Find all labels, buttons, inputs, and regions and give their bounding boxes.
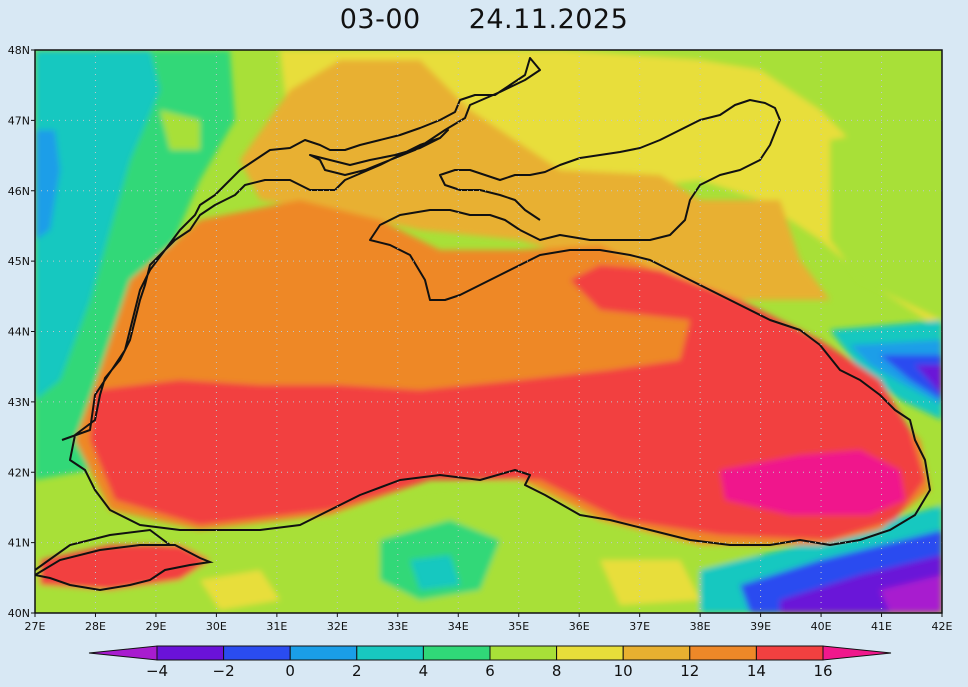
- colorbar-label: 12: [680, 662, 699, 680]
- lon-tick-label: 35E: [508, 620, 529, 633]
- lat-tick-label: 41N: [8, 537, 30, 550]
- lon-tick-label: 38E: [690, 620, 711, 633]
- colorbar-segment: [689, 645, 757, 661]
- lon-tick-label: 31E: [266, 620, 287, 633]
- colorbar-label: 8: [552, 662, 562, 680]
- lon-tick-label: 36E: [569, 620, 590, 633]
- zone-west-cyan: [35, 50, 160, 400]
- colorbar-label: 14: [747, 662, 766, 680]
- colorbar-segment: [156, 645, 225, 661]
- lat-tick-label: 43N: [8, 396, 30, 409]
- heatmap-field: [35, 50, 942, 613]
- lat-tick-label: 44N: [8, 326, 30, 339]
- colorbar: −4 −2 0 2 4 6 8 10 12 14 16: [88, 645, 892, 680]
- zone-southeast-hot: [720, 450, 905, 515]
- lon-tick-label: 27E: [25, 620, 46, 633]
- lon-tick-label: 30E: [206, 620, 227, 633]
- forecast-date: 24.11.2025: [468, 4, 629, 35]
- lat-tick-label: 45N: [8, 255, 30, 268]
- coastline: [61, 57, 931, 546]
- lon-tick-label: 28E: [85, 620, 106, 633]
- lon-tick-label: 41E: [871, 620, 892, 633]
- colorbar-left-arrow: [88, 645, 158, 661]
- colorbar-segment: [356, 645, 424, 661]
- colorbar-right-arrow: [822, 645, 892, 661]
- colorbar-segment: [755, 645, 824, 661]
- marmara-coast: [35, 544, 214, 592]
- colorbar-label: 0: [285, 662, 295, 680]
- colorbar-segment: [289, 645, 358, 661]
- lat-tick-label: 40N: [8, 607, 30, 620]
- lat-tick-label: 48N: [8, 44, 30, 57]
- colorbar-segment: [422, 645, 491, 661]
- colorbar-label: 6: [485, 662, 495, 680]
- colorbar-label: 4: [419, 662, 429, 680]
- zone-azov: [440, 170, 640, 240]
- colorbar-segment: [622, 645, 691, 661]
- colorbar-label: 10: [614, 662, 633, 680]
- axis-ticks: 27E 28E 29E 30E 31E 32E 33E 34E 35E 36E 37E 38E 39E 4…: [8, 44, 953, 633]
- colorbar-label: −2: [213, 662, 235, 680]
- lon-tick-label: 42E: [932, 620, 953, 633]
- lon-tick-label: 32E: [327, 620, 348, 633]
- colorbar-segment: [223, 645, 291, 661]
- lat-tick-label: 42N: [8, 466, 30, 479]
- zone-sea-red: [90, 265, 925, 540]
- forecast-time: 03-00: [339, 4, 421, 35]
- colorbar-segment: [489, 645, 558, 661]
- map-title: 03-00 24.11.2025: [0, 4, 968, 35]
- lon-tick-label: 29E: [145, 620, 166, 633]
- colorbar-label: 2: [352, 662, 362, 680]
- colorbar-label: 16: [813, 662, 832, 680]
- colorbar-label: −4: [146, 662, 168, 680]
- zone-marmara: [40, 545, 210, 590]
- lon-tick-label: 34E: [448, 620, 469, 633]
- lon-tick-label: 40E: [811, 620, 832, 633]
- lat-tick-label: 46N: [8, 185, 30, 198]
- lon-tick-label: 39E: [750, 620, 771, 633]
- lon-tick-label: 37E: [629, 620, 650, 633]
- lon-tick-label: 33E: [387, 620, 408, 633]
- zone-west-blue: [35, 130, 60, 240]
- colorbar-segment: [556, 645, 624, 661]
- zone-ukraine-green: [560, 50, 942, 230]
- lat-tick-label: 47N: [8, 114, 30, 127]
